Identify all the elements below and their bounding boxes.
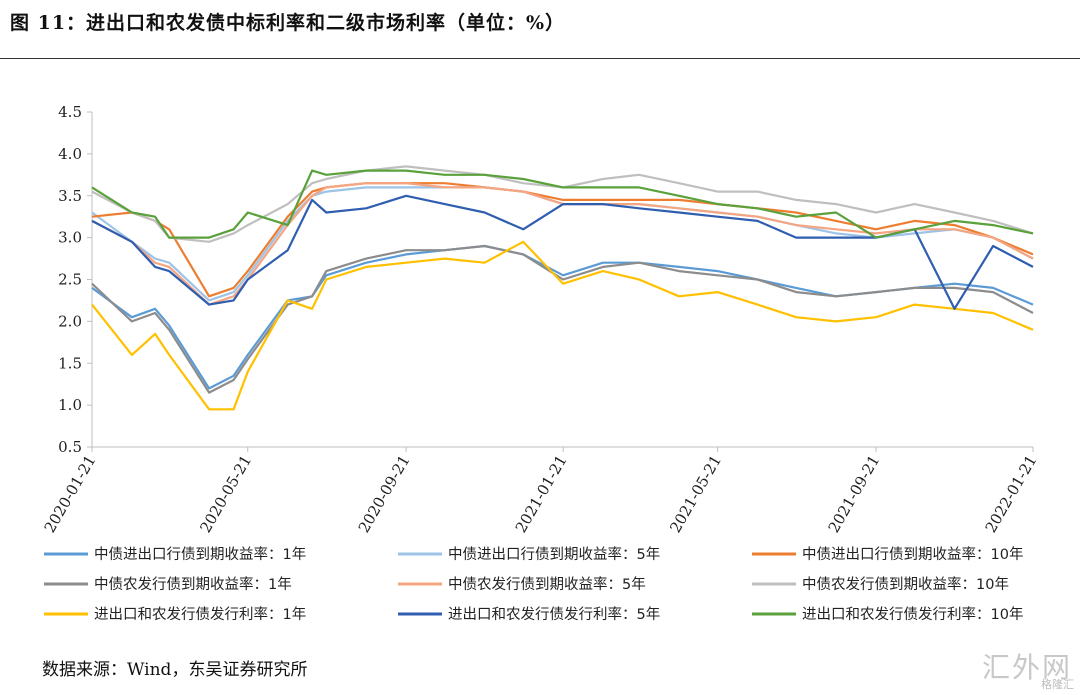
chart-series — [91, 165, 1034, 411]
series-line-9 — [91, 169, 1034, 239]
legend-entry-label: 中债农发行债到期收益率：1年 — [94, 576, 292, 593]
x-tick-label: 2020-01-21 — [41, 452, 100, 536]
title-divider — [0, 58, 1080, 59]
line-chart: 0.5 1.0 1.5 2.0 2.5 3.0 3.5 4.0 4.5 2020-01-21 202… — [41, 103, 1041, 623]
y-tick-label: 4.5 — [58, 103, 82, 121]
legend-entry-label: 中债进出口行债到期收益率：5年 — [448, 546, 660, 563]
y-tick-label: 2.5 — [58, 271, 82, 289]
chart-area: 0.5 1.0 1.5 2.0 2.5 3.0 3.5 4.0 4.5 2020-01-21 202… — [0, 64, 1080, 644]
watermark-logo: 汇外网 — [981, 651, 1072, 684]
x-tick-label: 2021-01-21 — [512, 452, 571, 536]
series-line-6 — [91, 165, 1034, 243]
chart-title: 图 11：进出口和农发债中标利率和二级市场利率（单位：%） — [10, 12, 566, 34]
x-tick-label: 2022-01-21 — [982, 452, 1041, 536]
legend-entry-label: 中债农发行债到期收益率：5年 — [448, 576, 646, 593]
legend-entry-label: 中债农发行债到期收益率：10年 — [802, 576, 1009, 593]
y-tick-label: 4.0 — [58, 145, 82, 163]
series-line-5 — [91, 182, 1034, 306]
y-tick-label: 0.5 — [58, 438, 82, 456]
x-tick-label: 2021-09-21 — [825, 452, 884, 536]
legend-entry-label: 进出口和农发行债发行利率：10年 — [802, 606, 1023, 623]
series-line-7 — [91, 240, 1034, 411]
y-tick-label: 1.5 — [58, 354, 82, 372]
legend-entry-label: 中债进出口行债到期收益率：1年 — [94, 546, 306, 563]
y-tick-label: 3.0 — [58, 229, 82, 247]
x-tick-label: 2020-05-21 — [196, 452, 255, 536]
series-line-1 — [91, 244, 1034, 390]
legend-entry-label: 进出口和农发行债发行利率：5年 — [448, 606, 660, 623]
legend-entry-label: 中债进出口行债到期收益率：10年 — [802, 546, 1023, 563]
watermark-small: 格隆汇 — [1041, 678, 1074, 691]
y-tick-label: 2.0 — [58, 312, 82, 330]
x-tick-label: 2021-05-21 — [666, 452, 725, 536]
legend-entry-label: 进出口和农发行债发行利率：1年 — [94, 606, 306, 623]
x-tick-label: 2020-09-21 — [355, 452, 414, 536]
chart-legend: 中债进出口行债到期收益率：1年 中债进出口行债到期收益率：5年 中债进出口行债到期收… — [44, 546, 1023, 623]
chart-axes: 0.5 1.0 1.5 2.0 2.5 3.0 3.5 4.0 4.5 2020-01-21 202… — [41, 103, 1041, 536]
y-tick-label: 1.0 — [58, 396, 82, 414]
data-source-note: 数据来源：Wind，东吴证券研究所 — [42, 660, 308, 680]
y-tick-label: 3.5 — [58, 187, 82, 205]
series-line-8 — [91, 194, 1034, 310]
series-line-4 — [91, 244, 1034, 394]
